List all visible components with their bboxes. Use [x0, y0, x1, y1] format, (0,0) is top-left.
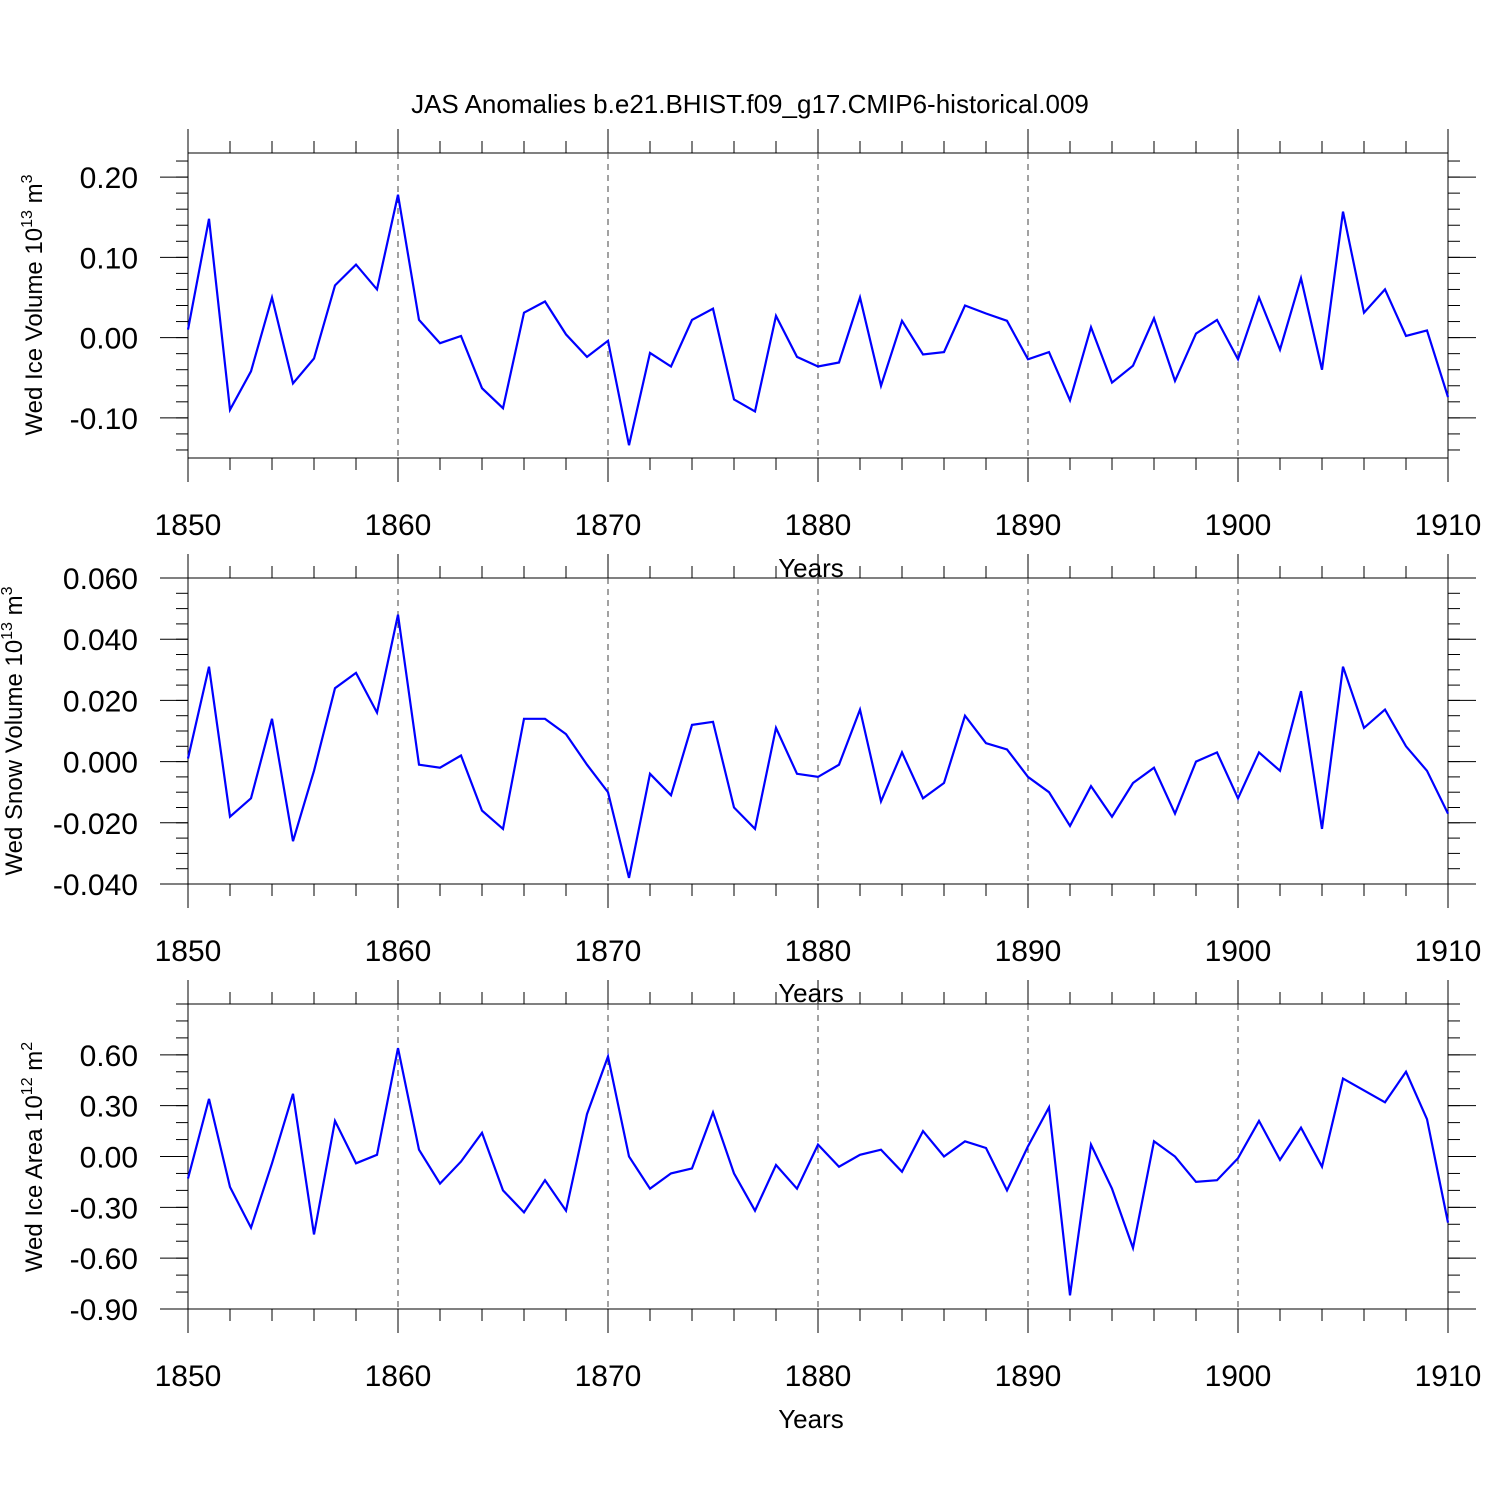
- x-axis-label: Years: [778, 1404, 844, 1434]
- x-tick-label: 1870: [575, 509, 642, 542]
- x-tick-label: 1910: [1415, 509, 1482, 542]
- x-tick-label: 1910: [1415, 1360, 1482, 1393]
- y-tick-label: -0.60: [70, 1243, 138, 1276]
- y-axis-label: Wed Ice Volume 1013 m3: [19, 174, 48, 435]
- panel-2: 1850 1860 1870 1880 1890 1900 1910 0.060 0.040 0.…: [0, 554, 1481, 1008]
- x-tick-label: 1890: [995, 509, 1062, 542]
- y-tick-label: 0.000: [63, 747, 138, 780]
- y-tick-label: -0.020: [53, 808, 138, 841]
- y-tick-label: -0.30: [70, 1192, 138, 1225]
- x-tick-label: 1880: [785, 935, 852, 968]
- y-tick-label: 0.00: [80, 323, 138, 356]
- y-tick-label: 0.00: [80, 1142, 138, 1175]
- x-tick-label: 1860: [365, 935, 432, 968]
- x-tick-label: 1850: [155, 935, 222, 968]
- y-tick-label: 0.20: [80, 162, 138, 195]
- y-tick-label: 0.020: [63, 685, 138, 718]
- x-tick-label: 1890: [995, 935, 1062, 968]
- x-tick-label: 1900: [1205, 935, 1272, 968]
- x-tick-label: 1860: [365, 1360, 432, 1393]
- y-axis-label: Wed Ice Area 1012 m2: [19, 1042, 48, 1272]
- y-tick-label: 0.10: [80, 242, 138, 275]
- y-tick-label: 0.60: [80, 1040, 138, 1073]
- x-tick-label: 1860: [365, 509, 432, 542]
- panel-1: 1850 1860 1870 1880 1890 1900 1910 0.20 0.10 0.00…: [19, 129, 1481, 583]
- x-tick-label: 1850: [155, 1360, 222, 1393]
- y-axis-label: Wed Snow Volume 1013 m3: [0, 586, 28, 875]
- y-tick-label: 0.060: [63, 563, 138, 596]
- x-tick-label: 1890: [995, 1360, 1062, 1393]
- x-tick-label: 1900: [1205, 1360, 1272, 1393]
- series-line: [186, 1047, 1450, 1296]
- x-tick-label: 1880: [785, 509, 852, 542]
- y-tick-label: -0.90: [70, 1294, 138, 1327]
- x-tick-label: 1870: [575, 1360, 642, 1393]
- panel-3: 1850 1860 1870 1880 1890 1900 1910 0.60 0.30 0.00…: [19, 980, 1481, 1434]
- x-tick-label: 1870: [575, 935, 642, 968]
- x-tick-label: 1880: [785, 1360, 852, 1393]
- x-tick-label: 1850: [155, 509, 222, 542]
- y-tick-label: 0.040: [63, 624, 138, 657]
- y-tick-label: -0.10: [70, 403, 138, 436]
- x-tick-label: 1910: [1415, 935, 1482, 968]
- series-line: [186, 614, 1449, 879]
- series-line: [186, 194, 1450, 446]
- y-tick-label: 0.30: [80, 1091, 138, 1124]
- x-axis-label: Years: [778, 978, 844, 1008]
- y-tick-label: -0.040: [53, 869, 138, 902]
- x-tick-label: 1900: [1205, 509, 1272, 542]
- chart-title: JAS Anomalies b.e21.BHIST.f09_g17.CMIP6-…: [411, 89, 1089, 119]
